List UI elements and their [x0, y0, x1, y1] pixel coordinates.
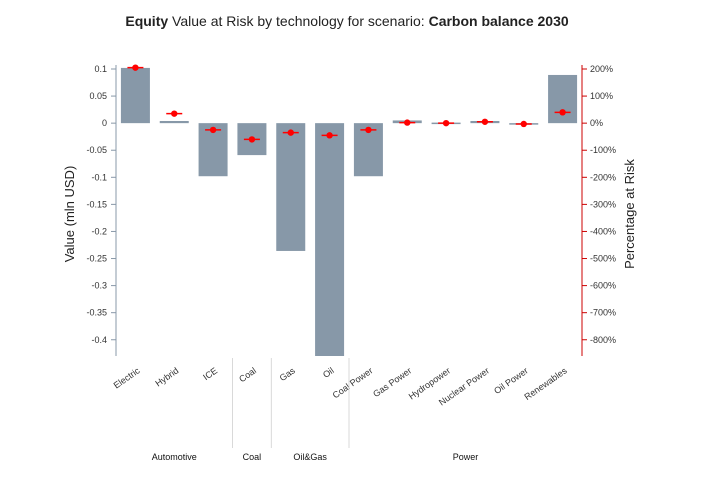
- category-label: Renewables: [522, 365, 569, 402]
- risk-marker-renewables: [559, 109, 566, 116]
- category-label: Electric: [112, 365, 142, 390]
- y2-tick-label: -200%: [590, 172, 616, 182]
- group-label: Oil&Gas: [293, 452, 327, 462]
- title-middle-part: Value at Risk by technology for scenario…: [168, 13, 428, 29]
- category-label: Coal: [237, 365, 258, 384]
- risk-marker-hydropower: [442, 119, 450, 127]
- y-tick-label: -0.35: [86, 308, 107, 318]
- category-label: ICE: [201, 365, 219, 382]
- risk-marker-coal: [248, 136, 256, 143]
- y-tick-label: 0: [102, 118, 107, 128]
- risk-marker-oil-power: [520, 120, 527, 128]
- risk-marker-ice: [209, 126, 217, 134]
- category-label: Gas: [278, 365, 298, 383]
- y-tick-label: -0.4: [91, 335, 107, 345]
- y-tick-label: -0.05: [86, 145, 107, 155]
- y-tick-label: -0.25: [86, 254, 107, 264]
- y-tick-label: -0.2: [91, 226, 107, 236]
- chart-title: Equity Value at Risk by technology for s…: [125, 13, 568, 29]
- title-bold-part-1: Equity: [125, 13, 168, 29]
- risk-marker-electric: [132, 64, 139, 71]
- bar-renewables: [548, 74, 578, 124]
- risk-marker-coal-power: [365, 126, 372, 134]
- category-label: Hybrid: [153, 365, 180, 388]
- y2-tick-label: -500%: [590, 254, 616, 264]
- bar-hybrid: [159, 120, 189, 124]
- plot-area: 0.1 0.05 0 -0.05 -0.1 -0.15 -0.2 -0.25 -0.3 -0.35…: [86, 64, 616, 462]
- category-label: Oil: [321, 365, 336, 380]
- title-bold-part-2: Carbon balance 2030: [429, 13, 569, 29]
- bar-oil: [315, 123, 345, 356]
- bar-gas: [276, 123, 306, 251]
- y-tick-label: 0.05: [89, 91, 107, 101]
- risk-marker-gas-power: [404, 119, 411, 126]
- y2-tick-label: -700%: [590, 308, 616, 318]
- y2-tick-label: 0%: [590, 118, 603, 128]
- y-tick-label: 0.1: [94, 64, 107, 74]
- risk-marker-nuclear-power: [481, 118, 489, 125]
- group-label: Automotive: [152, 452, 197, 462]
- y-tick-label: -0.3: [91, 281, 107, 291]
- y2-tick-label: -600%: [590, 281, 616, 291]
- risk-marker-gas: [287, 129, 294, 136]
- group-label: Coal: [243, 452, 262, 462]
- y2-tick-label: -300%: [590, 199, 616, 209]
- y2-axis-title: Percentage at Risk: [622, 159, 637, 269]
- y2-tick-label: 100%: [590, 91, 613, 101]
- bar-electric: [120, 67, 150, 124]
- y-tick-label: -0.1: [91, 172, 107, 182]
- risk-marker-hybrid: [171, 110, 178, 117]
- y-tick-label: -0.15: [86, 199, 107, 209]
- y2-tick-label: -800%: [590, 335, 616, 345]
- group-label: Power: [453, 452, 479, 462]
- category-label: Coal Power: [331, 365, 375, 400]
- y2-tick-label: -400%: [590, 226, 616, 236]
- risk-marker-oil: [326, 132, 333, 139]
- y2-tick-label: -100%: [590, 145, 616, 155]
- y2-tick-label: 200%: [590, 64, 613, 74]
- y-axis-title: Value (mln USD): [62, 166, 77, 263]
